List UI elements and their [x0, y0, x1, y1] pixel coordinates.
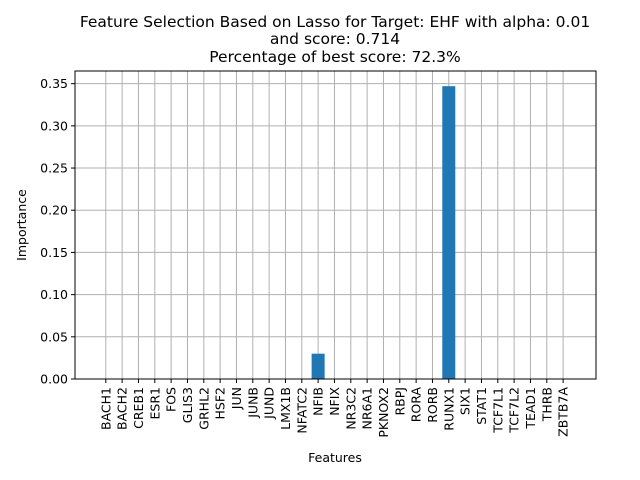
y-tick-label: 0.15 — [40, 245, 68, 260]
x-tick-label: ESR1 — [147, 387, 162, 419]
x-tick-label: RUNX1 — [441, 387, 456, 431]
x-tick-label: THRB — [539, 387, 554, 422]
x-tick-label: NFIX — [327, 387, 342, 416]
x-tick-label: JUNB — [245, 387, 260, 419]
x-tick-label: SIX1 — [458, 387, 473, 415]
x-tick-label: RORA — [409, 387, 424, 423]
x-tick-label: CREB1 — [131, 387, 146, 429]
bar-nfib — [311, 353, 325, 379]
x-tick-label: HSF2 — [213, 387, 228, 419]
x-tick-label: GLIS3 — [180, 387, 195, 423]
chart-title-line-1: Feature Selection Based on Lasso for Tar… — [80, 13, 590, 31]
x-tick-label: GRHL2 — [196, 387, 211, 430]
grid — [75, 71, 596, 380]
y-axis-label: Importance — [14, 189, 29, 261]
y-tick-label: 0.35 — [40, 76, 68, 91]
y-tick-label: 0.30 — [40, 118, 68, 133]
x-axis-label: Features — [308, 450, 362, 465]
y-axis-ticks: 0.00 0.05 0.10 0.15 0.20 0.25 0.30 0.35 — [40, 76, 75, 387]
x-tick-label: ZBTB7A — [556, 387, 571, 437]
chart-title-line-2: and score: 0.714 — [270, 30, 400, 48]
x-tick-label: JUN — [229, 387, 244, 410]
x-tick-label: LMX1B — [278, 387, 293, 430]
x-tick-label: TCF7L1 — [490, 387, 505, 434]
x-tick-label: NR3C2 — [343, 387, 358, 430]
x-tick-label: JUND — [262, 387, 277, 420]
x-tick-label: FOS — [164, 387, 179, 412]
x-tick-label: NFIB — [311, 387, 326, 416]
x-tick-label: STAT1 — [474, 387, 489, 425]
x-tick-label: TEAD1 — [523, 387, 538, 430]
y-tick-label: 0.10 — [40, 287, 68, 302]
y-tick-label: 0.05 — [40, 329, 68, 344]
x-tick-label: RBPJ — [392, 387, 407, 416]
y-tick-label: 0.00 — [40, 372, 68, 387]
x-tick-label: NR6A1 — [360, 387, 375, 430]
x-tick-label: TCF7L2 — [507, 387, 522, 434]
y-tick-label: 0.25 — [40, 161, 68, 176]
bars — [311, 86, 456, 380]
x-tick-label: PKNOX2 — [376, 387, 391, 438]
y-tick-label: 0.20 — [40, 203, 68, 218]
plot-frame — [74, 70, 597, 380]
chart-title-line-3: Percentage of best score: 72.3% — [209, 48, 460, 66]
x-tick-label: BACH1 — [98, 387, 113, 430]
x-tick-label: NFATC2 — [294, 387, 309, 434]
bar-runx1 — [442, 86, 456, 380]
x-tick-label: BACH2 — [115, 387, 130, 430]
x-tick-label: RORB — [425, 387, 440, 423]
x-axis-ticks: BACH1 BACH2 CREB1 ESR1 FOS GLIS3 GRHL2 HSF2 JUN J… — [98, 379, 571, 438]
